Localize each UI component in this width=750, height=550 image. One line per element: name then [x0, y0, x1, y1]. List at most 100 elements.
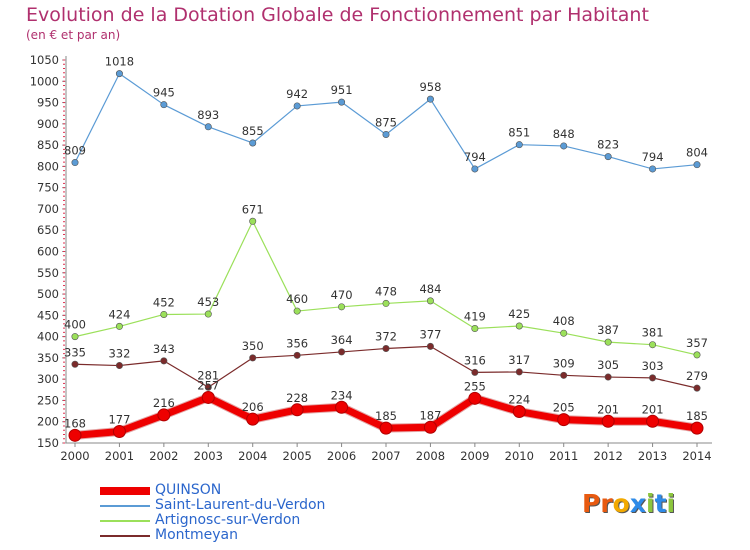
data-label: 460 [286, 292, 308, 306]
data-label: 452 [153, 295, 175, 309]
data-label: 484 [419, 282, 441, 296]
data-label: 187 [419, 408, 441, 422]
y-tick-label: 500 [37, 287, 59, 301]
chart-title: Evolution de la Dotation Globale de Fonc… [26, 4, 649, 26]
data-label: 281 [197, 368, 219, 382]
y-tick-label: 700 [37, 202, 59, 216]
legend-label: QUINSON [155, 482, 222, 498]
chart-subtitle: (en € et par an) [26, 28, 121, 42]
data-label: 942 [286, 87, 308, 101]
data-label: 309 [553, 356, 575, 370]
data-point [604, 153, 612, 161]
y-tick-label: 300 [37, 372, 59, 386]
y-tick-label: 250 [37, 393, 59, 407]
legend-swatch [100, 505, 150, 507]
legend-label: Saint-Laurent-du-Verdon [155, 497, 326, 513]
data-point [160, 310, 168, 318]
data-point [423, 420, 437, 434]
x-tick-label: 2008 [416, 449, 445, 463]
data-point [112, 425, 126, 439]
data-point [160, 101, 168, 109]
data-point [249, 354, 257, 362]
x-tick-label: 2005 [283, 449, 312, 463]
data-label: 332 [108, 347, 130, 361]
data-point [290, 403, 304, 417]
data-label: 958 [419, 80, 441, 94]
data-label: 809 [64, 144, 86, 158]
data-label: 381 [642, 326, 664, 340]
data-point [115, 322, 123, 330]
x-tick-label: 2003 [194, 449, 223, 463]
logo-letter: i [646, 489, 655, 518]
data-point [71, 159, 79, 167]
data-point [293, 102, 301, 110]
data-point [426, 342, 434, 350]
data-point [293, 307, 301, 315]
data-label: 364 [331, 333, 353, 347]
y-tick-label: 800 [37, 159, 59, 173]
data-label: 279 [686, 369, 708, 383]
data-point [515, 368, 523, 376]
data-label: 343 [153, 342, 175, 356]
data-label: 317 [508, 353, 530, 367]
data-label: 951 [331, 83, 353, 97]
data-point [515, 141, 523, 149]
data-label: 470 [331, 288, 353, 302]
x-tick-label: 2013 [638, 449, 667, 463]
data-label: 206 [242, 400, 264, 414]
y-tick-label: 200 [37, 415, 59, 429]
data-label: 255 [464, 379, 486, 393]
data-point [204, 123, 212, 131]
data-point [604, 338, 612, 346]
data-point [71, 360, 79, 368]
data-point [68, 428, 82, 442]
data-point [560, 371, 568, 379]
data-point [115, 362, 123, 370]
y-tick-label: 650 [37, 223, 59, 237]
legend-swatch [100, 487, 150, 495]
y-tick-label: 450 [37, 308, 59, 322]
data-label: 205 [553, 401, 575, 415]
data-point [201, 390, 215, 404]
y-tick-label: 850 [37, 138, 59, 152]
data-label: 1018 [105, 55, 134, 69]
x-tick-label: 2014 [682, 449, 711, 463]
data-label: 424 [108, 307, 130, 321]
data-label: 201 [642, 402, 664, 416]
data-point [690, 421, 704, 435]
data-label: 400 [64, 318, 86, 332]
data-label: 177 [108, 413, 130, 427]
data-label: 823 [597, 138, 619, 152]
y-tick-label: 150 [37, 436, 59, 450]
data-label: 425 [508, 307, 530, 321]
legend-swatch [100, 520, 150, 522]
data-label: 216 [153, 396, 175, 410]
x-tick-label: 2001 [105, 449, 134, 463]
data-label: 201 [597, 402, 619, 416]
data-label: 335 [64, 345, 86, 359]
data-point [426, 297, 434, 305]
data-label: 893 [197, 108, 219, 122]
data-label: 305 [597, 358, 619, 372]
data-point [293, 351, 301, 359]
data-point [338, 98, 346, 106]
data-point [471, 368, 479, 376]
legend-label: Montmeyan [155, 527, 238, 543]
data-point [512, 405, 526, 419]
x-tick-label: 2004 [238, 449, 267, 463]
data-label: 671 [242, 202, 264, 216]
data-point [160, 357, 168, 365]
data-label: 257 [197, 378, 219, 392]
data-point [471, 165, 479, 173]
data-label: 419 [464, 310, 486, 324]
data-point [338, 348, 346, 356]
y-tick-label: 750 [37, 181, 59, 195]
data-point [157, 408, 171, 422]
data-point [115, 70, 123, 78]
data-point [646, 414, 660, 428]
data-point [468, 391, 482, 405]
y-tick-label: 900 [37, 117, 59, 131]
logo-letter: o [612, 489, 630, 518]
data-label: 478 [375, 284, 397, 298]
data-point [249, 139, 257, 147]
